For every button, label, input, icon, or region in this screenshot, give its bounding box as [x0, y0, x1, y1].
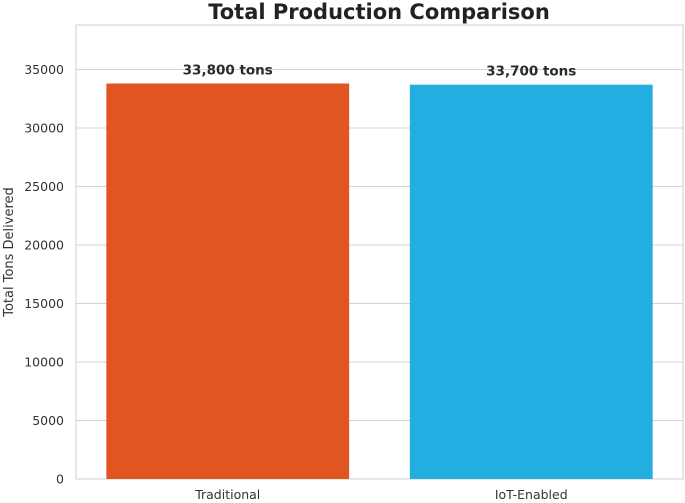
x-tick-label: Traditional: [194, 487, 260, 502]
data-label: 33,700 tons: [486, 64, 576, 80]
y-tick-label: 35000: [24, 62, 64, 77]
y-axis-ticks: 0 5000 10000 15000 20000 25000 30000 35000: [24, 62, 64, 487]
y-tick-label: 20000: [24, 237, 64, 252]
y-tick-label: 15000: [24, 296, 64, 311]
y-tick-label: 5000: [32, 413, 64, 428]
y-axis-label: Total Tons Delivered: [2, 187, 17, 318]
chart-title: Total Production Comparison: [208, 0, 550, 24]
x-axis-ticks: Traditional IoT-Enabled: [194, 487, 567, 502]
bars: 33,800 tons 33,700 tons: [106, 63, 653, 479]
x-tick-label: IoT-Enabled: [495, 487, 568, 502]
bar-traditional: [106, 83, 350, 479]
y-tick-label: 0: [56, 472, 64, 487]
y-tick-label: 30000: [24, 120, 64, 135]
bar-iot-enabled: [409, 84, 653, 479]
plot-frame: [75, 24, 684, 480]
data-label: 33,800 tons: [183, 63, 273, 79]
y-tick-label: 25000: [24, 179, 64, 194]
y-tick-label: 10000: [24, 354, 64, 369]
